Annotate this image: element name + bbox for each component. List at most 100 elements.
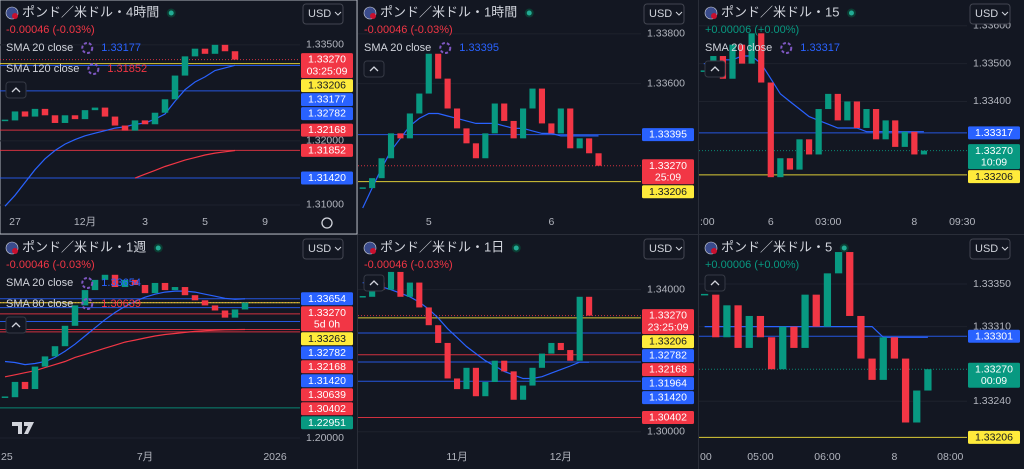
price-badge-label: 1.33177 — [308, 94, 346, 106]
candle — [21, 381, 29, 390]
collapse-button[interactable] — [5, 316, 27, 334]
symbol-title: ポンド／米ドル・15 — [721, 4, 839, 19]
currency-button[interactable] — [643, 238, 685, 260]
candle — [387, 271, 395, 290]
candle — [825, 93, 832, 110]
indicator-name[interactable]: SMA 80 close — [6, 298, 73, 310]
currency-button[interactable] — [302, 238, 344, 260]
candle — [101, 107, 109, 117]
currency-button[interactable] — [302, 3, 344, 25]
plot-area — [699, 252, 967, 438]
candle — [853, 101, 861, 128]
candle — [31, 366, 39, 390]
collapse-button[interactable] — [363, 274, 385, 292]
sma-line — [4, 64, 236, 207]
indicator-value: 1.30639 — [101, 298, 141, 310]
chart-panel[interactable]: 1.33500 1.32000 1.31000 27 12月 3 5 9 1.3327003:2… — [0, 0, 358, 235]
x-tick-label: 12月 — [74, 216, 96, 228]
indicator-name[interactable]: SMA 120 close — [6, 63, 79, 75]
chart-panel[interactable]: 1.33350 1.33310 1.33240 00 05:00 06:00 8 08:00 1… — [699, 235, 1024, 469]
collapse-chevron — [369, 280, 379, 286]
y-tick-label: 1.33600 — [647, 77, 685, 89]
collapse-button[interactable] — [5, 81, 27, 99]
currency-button[interactable] — [969, 3, 1011, 25]
collapse-button[interactable] — [363, 60, 385, 78]
candle — [131, 120, 139, 131]
symbol-flag-inner — [12, 13, 18, 19]
collapse-button[interactable] — [704, 60, 726, 78]
indicator-name[interactable]: SMA 20 close — [364, 42, 431, 54]
candle — [482, 382, 489, 397]
indicator-value: 1.33654 — [101, 277, 141, 289]
y-tick-label: 1.33310 — [973, 320, 1011, 332]
candle — [111, 274, 119, 288]
price-badge-label: 1.31420 — [649, 392, 687, 404]
candle — [879, 337, 887, 380]
symbol-title: ポンド／米ドル・1週 — [22, 239, 146, 254]
price-badge — [301, 332, 353, 346]
candle — [767, 337, 776, 370]
currency-caret — [675, 246, 683, 251]
price-badge — [301, 143, 353, 157]
candle — [151, 282, 159, 294]
candle — [745, 315, 753, 348]
price-badge-label: 1.33317 — [975, 127, 1013, 139]
x-tick-label: 5 — [426, 216, 432, 228]
candle — [857, 315, 865, 359]
currency-button[interactable] — [969, 238, 1011, 260]
indicator-icon — [81, 277, 94, 289]
candle — [863, 109, 870, 128]
candle — [11, 381, 19, 398]
candle — [91, 279, 99, 291]
indicator-value: 1.31852 — [107, 63, 147, 75]
indicator-name[interactable]: SMA 20 close — [705, 42, 772, 54]
currency-label: USD — [975, 8, 998, 20]
price-badge — [301, 53, 353, 79]
candle — [576, 138, 583, 149]
currency-button[interactable] — [643, 3, 685, 25]
x-tick-label: 5 — [202, 216, 208, 228]
candle — [901, 131, 908, 147]
candle — [161, 99, 169, 113]
candle — [369, 178, 376, 189]
price-badge-label: 1.33654 — [308, 293, 346, 305]
candle — [191, 295, 199, 301]
currency-caret — [1001, 11, 1009, 16]
candle — [81, 290, 89, 306]
y-tick-label: 1.20000 — [306, 432, 344, 444]
candle — [221, 44, 229, 52]
candle — [548, 342, 555, 354]
candle — [171, 75, 179, 100]
settings-icon[interactable] — [321, 217, 333, 229]
price-badge-label: 1.33270 — [649, 160, 687, 172]
countdown-label: 23:25:09 — [648, 321, 689, 333]
candle — [231, 309, 239, 318]
candle — [738, 44, 746, 64]
sma-line — [134, 149, 236, 179]
candle — [595, 153, 602, 166]
x-tick-label: 25 — [1, 451, 13, 463]
currency-label: USD — [649, 8, 672, 20]
price-change: -0.00046 (-0.03%) — [6, 259, 95, 271]
candle — [586, 296, 593, 316]
x-tick-label: 09:30 — [949, 216, 975, 228]
collapse-chevron — [11, 87, 21, 93]
collapse-button[interactable] — [704, 274, 726, 292]
countdown-label: 25:09 — [655, 171, 681, 183]
price-badge — [642, 128, 694, 142]
candle — [181, 56, 189, 76]
symbol-title: ポンド／米ドル・5 — [721, 239, 832, 254]
candle — [416, 93, 423, 114]
indicator-name[interactable]: SMA 20 close — [6, 42, 73, 54]
candle — [538, 88, 546, 124]
candle — [444, 78, 451, 109]
indicator-name[interactable]: SMA 20 close — [6, 277, 73, 289]
x-tick-label: 00 — [700, 451, 712, 463]
countdown-label: 5d 0h — [314, 319, 340, 331]
candle — [567, 350, 574, 361]
symbol-title: ポンド／米ドル・1日 — [380, 239, 504, 254]
